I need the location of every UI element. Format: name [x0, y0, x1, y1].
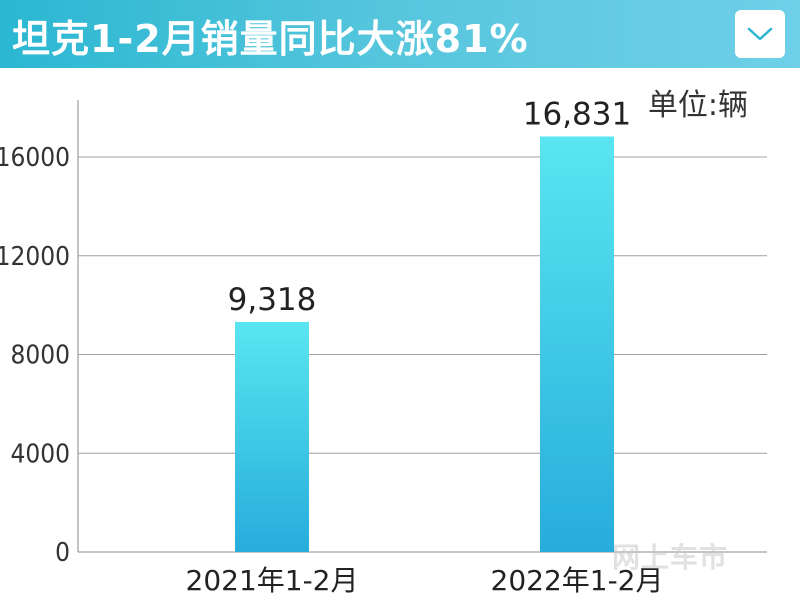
y-tick-label: 12000 [0, 242, 70, 272]
x-category-label: 2021年1-2月 [186, 564, 359, 597]
y-tick-label: 4000 [10, 439, 70, 469]
chevron-down-icon [747, 27, 773, 41]
page-title: 坦克1-2月销量同比大涨81% [12, 17, 529, 61]
title-bar: 坦克1-2月销量同比大涨81% [0, 0, 800, 68]
y-tick-label: 0 [55, 538, 70, 568]
watermark: 网上车市 [612, 541, 729, 574]
unit-label: 单位:辆 [647, 88, 748, 123]
x-category-label: 2022年1-2月 [491, 564, 664, 597]
bar [540, 136, 614, 552]
bar [235, 321, 309, 552]
data-label: 16,831 [523, 96, 631, 132]
dropdown-button[interactable] [735, 10, 785, 58]
y-tick-label: 8000 [10, 341, 70, 371]
data-label: 9,318 [228, 282, 317, 318]
y-tick-label: 16000 [0, 143, 70, 173]
